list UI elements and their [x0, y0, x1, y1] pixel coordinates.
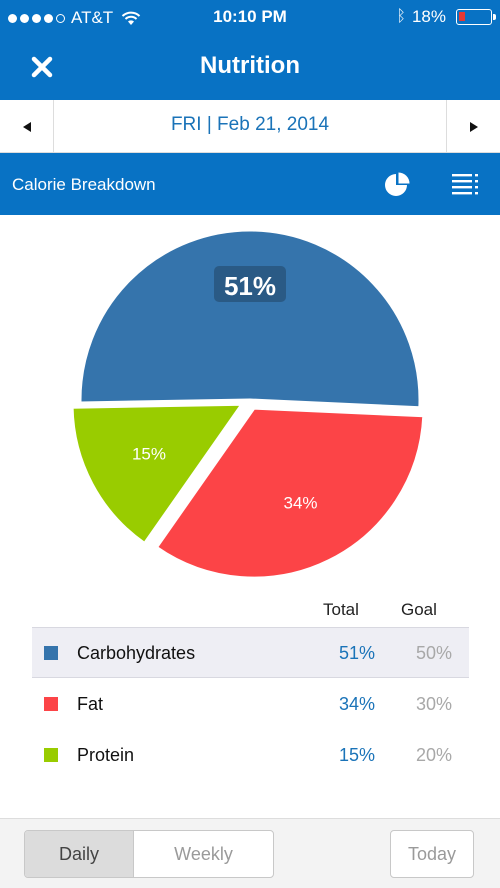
bottom-toolbar: Daily Weekly Today	[0, 818, 500, 888]
row-label: Fat	[77, 694, 104, 714]
signal-strength-icon	[8, 13, 65, 23]
pie-slice-protein[interactable]	[70, 402, 245, 546]
previous-day-button[interactable]	[0, 100, 54, 153]
row-total: 34%	[338, 694, 375, 714]
pie-label-highlight	[214, 266, 286, 302]
row-goal: 50%	[415, 643, 452, 663]
nav-bar: Nutrition	[0, 35, 500, 100]
bluetooth-icon: ᛒ	[396, 8, 406, 25]
date-selector: FRI | Feb 21, 2014	[0, 100, 500, 153]
row-total: 15%	[338, 745, 375, 765]
pie-label-protein: 15%	[132, 445, 166, 464]
row-total: 51%	[338, 643, 375, 663]
row-goal: 20%	[415, 745, 452, 765]
status-time: 10:10 PM	[213, 7, 287, 26]
pie-chart-svg: 51% 34% 15%	[70, 228, 426, 580]
signal-dot	[8, 13, 17, 23]
row-label: Carbohydrates	[77, 643, 196, 663]
battery-level	[459, 12, 465, 21]
signal-dot	[44, 13, 53, 23]
status-bar: AT&T 10:10 PM ᛒ 18%	[0, 0, 500, 35]
table-row[interactable]: Protein 15% 20%	[32, 730, 469, 781]
calorie-pie-chart: 51% 34% 15%	[0, 215, 500, 590]
wifi-icon	[122, 11, 141, 25]
legend-swatch	[44, 646, 58, 660]
pie-view-button[interactable]	[380, 169, 414, 201]
row-label: Protein	[77, 745, 135, 765]
row-goal: 30%	[415, 694, 452, 714]
battery-percent: 18%	[411, 7, 446, 26]
list-view-button[interactable]	[448, 169, 484, 201]
today-button[interactable]: Today	[390, 830, 474, 878]
list-icon	[452, 174, 478, 195]
legend-swatch	[44, 748, 58, 762]
period-segmented-control: Daily Weekly	[24, 830, 274, 878]
section-header: Calorie Breakdown	[0, 153, 500, 215]
current-date[interactable]: FRI | Feb 21, 2014	[170, 114, 330, 135]
pie-slice-fat[interactable]	[154, 406, 426, 580]
daily-tab[interactable]: Daily	[25, 831, 134, 877]
table-row[interactable]: Fat 34% 30%	[32, 679, 469, 730]
battery-icon	[456, 9, 496, 25]
next-day-button[interactable]	[446, 100, 500, 153]
section-title: Calorie Breakdown	[12, 175, 156, 194]
carrier-name: AT&T	[71, 8, 114, 27]
pie-label-fat: 34%	[283, 494, 317, 513]
table-row[interactable]: Carbohydrates 51% 50%	[32, 627, 469, 678]
signal-dot	[20, 13, 29, 23]
status-right: ᛒ 18%	[396, 7, 496, 27]
pie-chart-icon	[385, 172, 410, 196]
status-left: AT&T	[8, 8, 141, 28]
signal-dot-empty	[56, 13, 65, 23]
pie-slice-carbohydrates[interactable]	[78, 228, 422, 410]
pie-label-carbohydrates: 51%	[224, 271, 276, 301]
close-button[interactable]	[22, 47, 62, 87]
close-icon	[31, 56, 53, 78]
goal-column-header: Goal	[401, 600, 437, 619]
right-arrow-icon	[469, 121, 478, 132]
weekly-tab[interactable]: Weekly	[174, 843, 233, 864]
left-arrow-icon	[22, 121, 31, 132]
signal-dot	[32, 13, 41, 23]
total-column-header: Total	[323, 600, 359, 619]
page-title: Nutrition	[200, 52, 300, 79]
legend-swatch	[44, 697, 58, 711]
